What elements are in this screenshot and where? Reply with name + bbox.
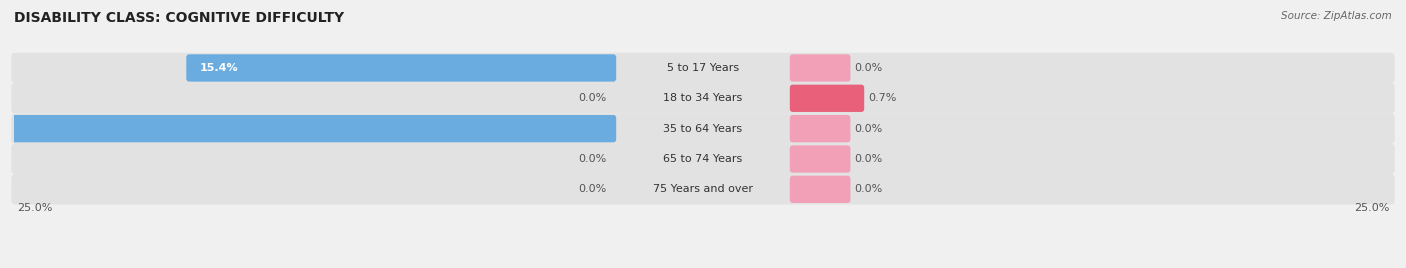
- FancyBboxPatch shape: [790, 85, 865, 112]
- Text: 35 to 64 Years: 35 to 64 Years: [664, 124, 742, 134]
- FancyBboxPatch shape: [790, 115, 851, 142]
- Text: Source: ZipAtlas.com: Source: ZipAtlas.com: [1281, 11, 1392, 21]
- Text: DISABILITY CLASS: COGNITIVE DIFFICULTY: DISABILITY CLASS: COGNITIVE DIFFICULTY: [14, 11, 344, 25]
- Text: 15.4%: 15.4%: [200, 63, 239, 73]
- Text: 25.0%: 25.0%: [17, 203, 52, 213]
- FancyBboxPatch shape: [790, 176, 851, 203]
- FancyBboxPatch shape: [11, 113, 1395, 144]
- Text: 0.0%: 0.0%: [855, 184, 883, 194]
- FancyBboxPatch shape: [186, 54, 616, 82]
- Text: 0.0%: 0.0%: [855, 154, 883, 164]
- Text: 0.0%: 0.0%: [578, 154, 606, 164]
- FancyBboxPatch shape: [790, 145, 851, 173]
- Text: 0.0%: 0.0%: [578, 93, 606, 103]
- FancyBboxPatch shape: [11, 174, 1395, 204]
- Text: 18 to 34 Years: 18 to 34 Years: [664, 93, 742, 103]
- FancyBboxPatch shape: [790, 54, 851, 82]
- Text: 0.7%: 0.7%: [869, 93, 897, 103]
- Text: 0.0%: 0.0%: [855, 124, 883, 134]
- Text: 5 to 17 Years: 5 to 17 Years: [666, 63, 740, 73]
- Text: 75 Years and over: 75 Years and over: [652, 184, 754, 194]
- Text: 0.0%: 0.0%: [578, 184, 606, 194]
- FancyBboxPatch shape: [11, 83, 1395, 113]
- Text: 25.0%: 25.0%: [1354, 203, 1389, 213]
- Text: 0.0%: 0.0%: [855, 63, 883, 73]
- FancyBboxPatch shape: [11, 53, 1395, 83]
- Text: 65 to 74 Years: 65 to 74 Years: [664, 154, 742, 164]
- FancyBboxPatch shape: [11, 144, 1395, 174]
- FancyBboxPatch shape: [0, 115, 616, 142]
